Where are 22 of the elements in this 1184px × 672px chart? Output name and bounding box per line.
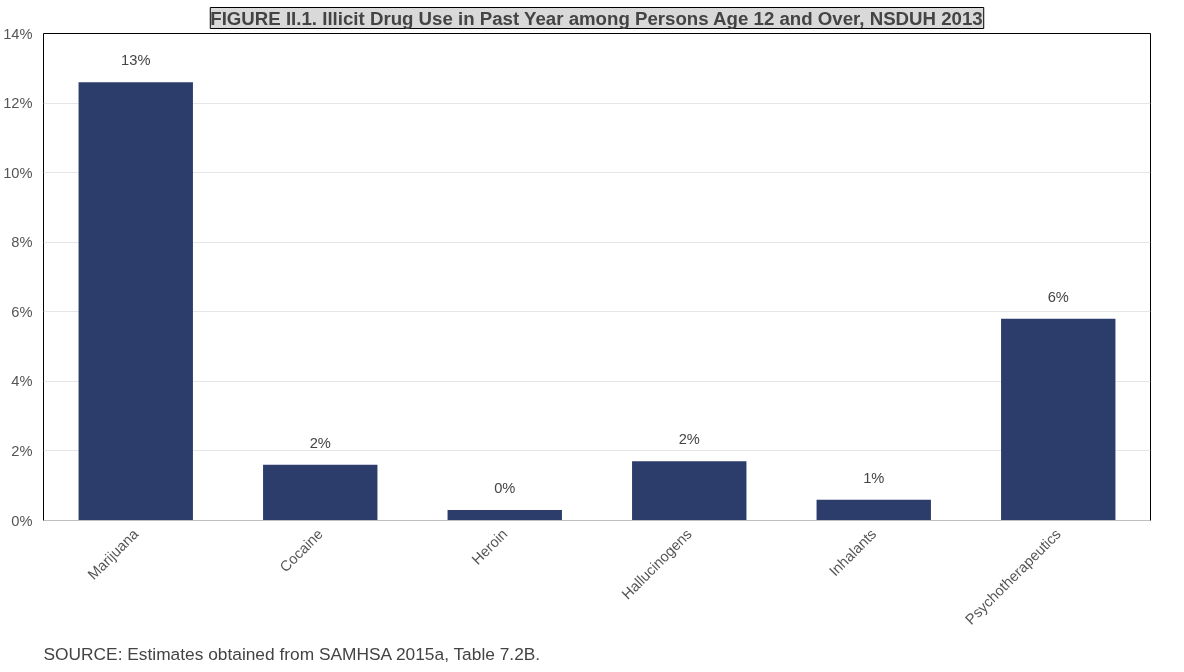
y-tick-label: 4% (11, 373, 33, 390)
bar (632, 461, 747, 521)
y-tick-label: 6% (11, 303, 33, 320)
y-tick-label: 12% (3, 95, 33, 112)
y-tick-label: 10% (3, 164, 33, 181)
bar (447, 510, 562, 521)
bar (1001, 318, 1116, 521)
source-note: SOURCE: Estimates obtained from SAMHSA 2015a, Table 7.2B. (43, 643, 541, 664)
bar (263, 464, 378, 521)
y-tick-label: 0% (11, 512, 33, 529)
chart-title: FIGURE II.1. Illicit Drug Use in Past Year among Persons Age 12 and Over, NSDUH 2013 (210, 7, 983, 29)
data-label: 2% (678, 431, 700, 448)
y-tick-label: 14% (3, 25, 33, 42)
data-label: 2% (309, 434, 331, 451)
bar (78, 82, 193, 521)
data-label: 0% (494, 480, 516, 497)
y-tick-label: 8% (11, 234, 33, 251)
data-label: 6% (1047, 288, 1069, 305)
data-label: 13% (121, 52, 151, 69)
bar (816, 499, 931, 521)
data-label: 1% (863, 469, 885, 486)
y-tick-label: 2% (11, 442, 33, 459)
